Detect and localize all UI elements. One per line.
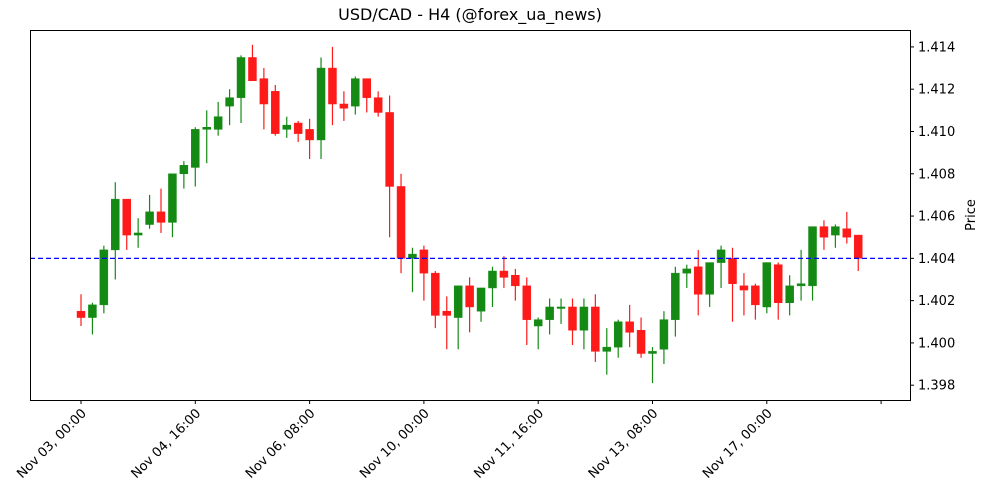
candle	[259, 68, 269, 130]
candle	[728, 247, 737, 322]
candle	[739, 273, 749, 316]
candle	[225, 89, 234, 126]
y-tick-label: 1.406	[918, 210, 955, 225]
candle	[442, 296, 452, 350]
candle	[671, 266, 680, 337]
x-tick-label: Nov 03, 00:00	[14, 406, 90, 482]
candle	[762, 262, 772, 314]
candle	[636, 317, 646, 358]
y-axis-label: Price	[964, 199, 979, 231]
candle	[453, 285, 463, 350]
candle	[602, 328, 612, 375]
candle	[213, 101, 223, 136]
candle	[819, 220, 829, 250]
candle	[111, 182, 120, 280]
x-tick-label: Nov 04, 16:00	[129, 406, 205, 482]
candle	[579, 298, 589, 350]
x-tick-label: Nov 13, 08:00	[586, 406, 662, 482]
candle	[545, 298, 554, 335]
candle	[168, 173, 177, 238]
y-tick-label: 1.402	[918, 294, 955, 309]
plot-frame	[30, 30, 911, 401]
x-tick-label: Nov 06, 08:00	[243, 406, 319, 482]
candle	[831, 224, 840, 248]
candle	[88, 302, 97, 335]
candle	[122, 198, 131, 250]
candles-layer	[76, 44, 863, 384]
candle	[693, 249, 703, 316]
candle	[716, 245, 726, 288]
y-axis: 1.398 1.400 1.402 1.404 1.406 1.408 1.410 1.412…	[910, 40, 955, 394]
candle	[659, 311, 669, 365]
candle	[408, 247, 417, 293]
y-tick-label: 1.404	[918, 252, 955, 267]
candle	[316, 57, 326, 159]
candle	[99, 245, 109, 314]
x-tick-label: Nov 10, 00:00	[357, 406, 433, 482]
y-tick-label: 1.400	[918, 336, 955, 351]
candle	[76, 294, 86, 326]
candle	[499, 256, 509, 288]
candle	[808, 226, 817, 301]
candle	[785, 275, 794, 316]
candle	[465, 277, 474, 333]
candle	[328, 46, 337, 126]
candle	[351, 76, 360, 115]
candle	[625, 304, 634, 348]
candle	[305, 118, 314, 159]
candle	[476, 287, 486, 322]
candle	[853, 234, 863, 272]
y-tick-label: 1.398	[918, 379, 955, 394]
candle	[648, 347, 657, 384]
candle	[133, 218, 143, 248]
candle	[682, 264, 692, 288]
candle	[156, 188, 166, 233]
candle	[705, 262, 714, 307]
candle	[568, 298, 577, 346]
x-axis: Nov 03, 00:00 Nov 04, 16:00 Nov 06, 08:00 N…	[14, 400, 882, 482]
y-tick-label: 1.410	[918, 125, 955, 140]
candle	[271, 84, 280, 136]
candle	[431, 271, 440, 329]
candle	[236, 55, 246, 124]
candle	[179, 161, 189, 189]
x-tick-label: Nov 17, 00:00	[700, 406, 776, 482]
candle	[191, 127, 200, 187]
candle	[511, 268, 520, 301]
candle	[385, 95, 394, 238]
candle	[556, 298, 566, 324]
candle	[339, 91, 349, 121]
y-tick-label: 1.412	[918, 83, 955, 98]
candle	[591, 294, 600, 362]
y-tick-label: 1.414	[918, 40, 955, 55]
candle	[751, 283, 760, 320]
candle	[522, 277, 532, 346]
candle	[362, 78, 371, 113]
candle	[373, 91, 383, 117]
candle	[488, 266, 497, 307]
x-tick-label: Nov 11, 16:00	[472, 406, 548, 482]
candle	[248, 44, 257, 81]
candle	[613, 319, 623, 358]
candle	[533, 317, 543, 350]
candle	[293, 120, 303, 143]
candle	[282, 116, 291, 138]
candle	[842, 211, 852, 244]
candle	[202, 110, 211, 164]
y-tick-label: 1.408	[918, 167, 955, 182]
candle	[419, 245, 429, 301]
candle	[796, 249, 806, 301]
chart-title: USD/CAD - H4 (@forex_ua_news)	[338, 5, 602, 24]
candle	[773, 262, 783, 320]
candle	[145, 194, 154, 229]
